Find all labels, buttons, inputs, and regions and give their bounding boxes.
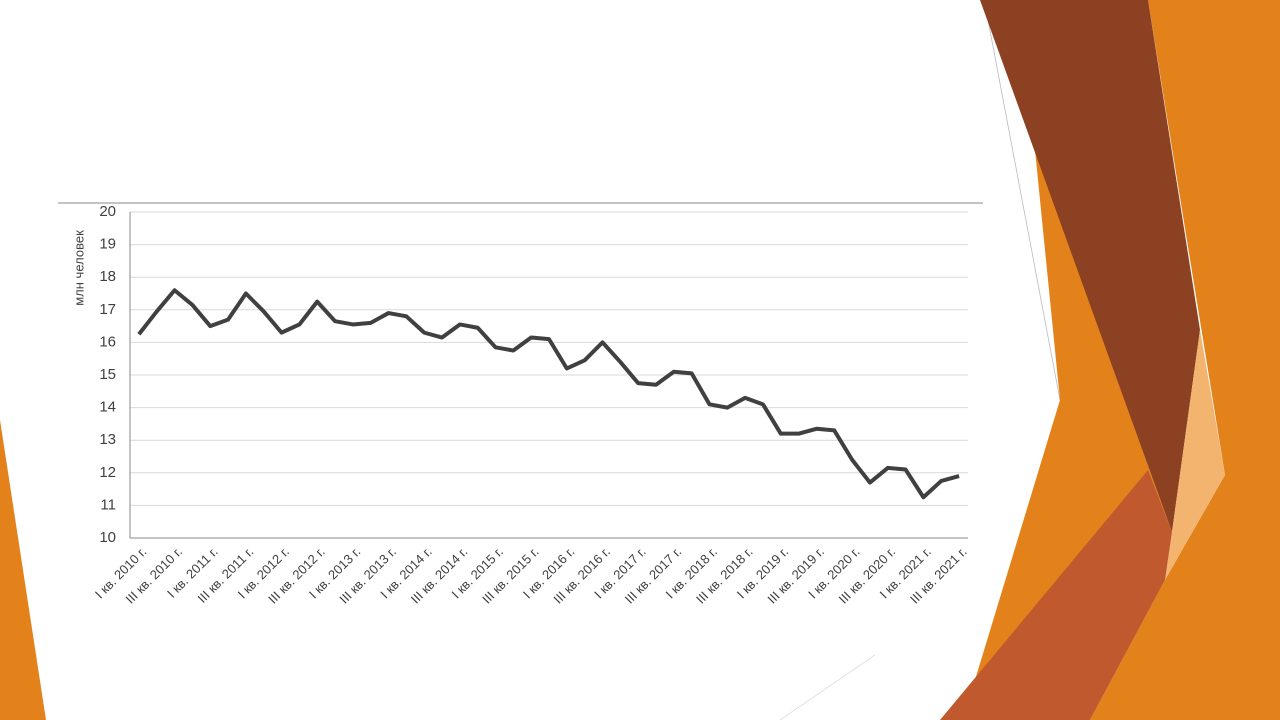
y-tick-label: 11 xyxy=(100,496,116,513)
y-tick-label: 15 xyxy=(99,366,116,383)
y-tick-label: 18 xyxy=(99,268,116,285)
y-tick-label: 19 xyxy=(99,236,116,253)
y-tick-label: 13 xyxy=(99,431,116,448)
y-tick-label: 10 xyxy=(99,529,116,546)
y-tick-label: 17 xyxy=(99,301,116,318)
y-tick-label: 12 xyxy=(99,464,116,481)
data-line xyxy=(137,288,960,500)
y-tick-label: 16 xyxy=(99,333,116,350)
y-axis-label: млн человек xyxy=(71,230,86,306)
y-tick-label: 20 xyxy=(99,203,116,220)
y-tick-label: 14 xyxy=(99,399,116,416)
